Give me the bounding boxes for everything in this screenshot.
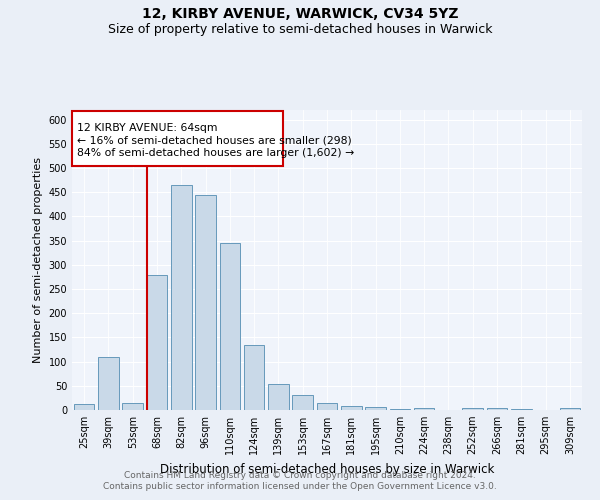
- Bar: [268, 384, 289, 410]
- Text: 84% of semi-detached houses are larger (1,602) →: 84% of semi-detached houses are larger (…: [77, 148, 354, 158]
- Bar: [244, 344, 265, 410]
- Bar: [122, 403, 143, 410]
- FancyBboxPatch shape: [72, 111, 283, 166]
- Text: Contains HM Land Registry data © Crown copyright and database right 2024.: Contains HM Land Registry data © Crown c…: [124, 470, 476, 480]
- Bar: [487, 408, 508, 410]
- Bar: [171, 185, 191, 410]
- Bar: [341, 406, 362, 410]
- Bar: [292, 396, 313, 410]
- Text: ← 16% of semi-detached houses are smaller (298): ← 16% of semi-detached houses are smalle…: [77, 136, 352, 145]
- Bar: [414, 408, 434, 410]
- Text: Size of property relative to semi-detached houses in Warwick: Size of property relative to semi-detach…: [108, 22, 492, 36]
- Bar: [365, 406, 386, 410]
- Bar: [463, 408, 483, 410]
- Bar: [511, 409, 532, 410]
- Y-axis label: Number of semi-detached properties: Number of semi-detached properties: [33, 157, 43, 363]
- Bar: [560, 408, 580, 410]
- Text: Contains public sector information licensed under the Open Government Licence v3: Contains public sector information licen…: [103, 482, 497, 491]
- Bar: [74, 404, 94, 410]
- Text: 12 KIRBY AVENUE: 64sqm: 12 KIRBY AVENUE: 64sqm: [77, 123, 217, 133]
- Text: 12, KIRBY AVENUE, WARWICK, CV34 5YZ: 12, KIRBY AVENUE, WARWICK, CV34 5YZ: [142, 6, 458, 20]
- Bar: [195, 194, 216, 410]
- Bar: [220, 243, 240, 410]
- Bar: [317, 402, 337, 410]
- Bar: [146, 274, 167, 410]
- Bar: [389, 408, 410, 410]
- Bar: [98, 357, 119, 410]
- X-axis label: Distribution of semi-detached houses by size in Warwick: Distribution of semi-detached houses by …: [160, 462, 494, 475]
